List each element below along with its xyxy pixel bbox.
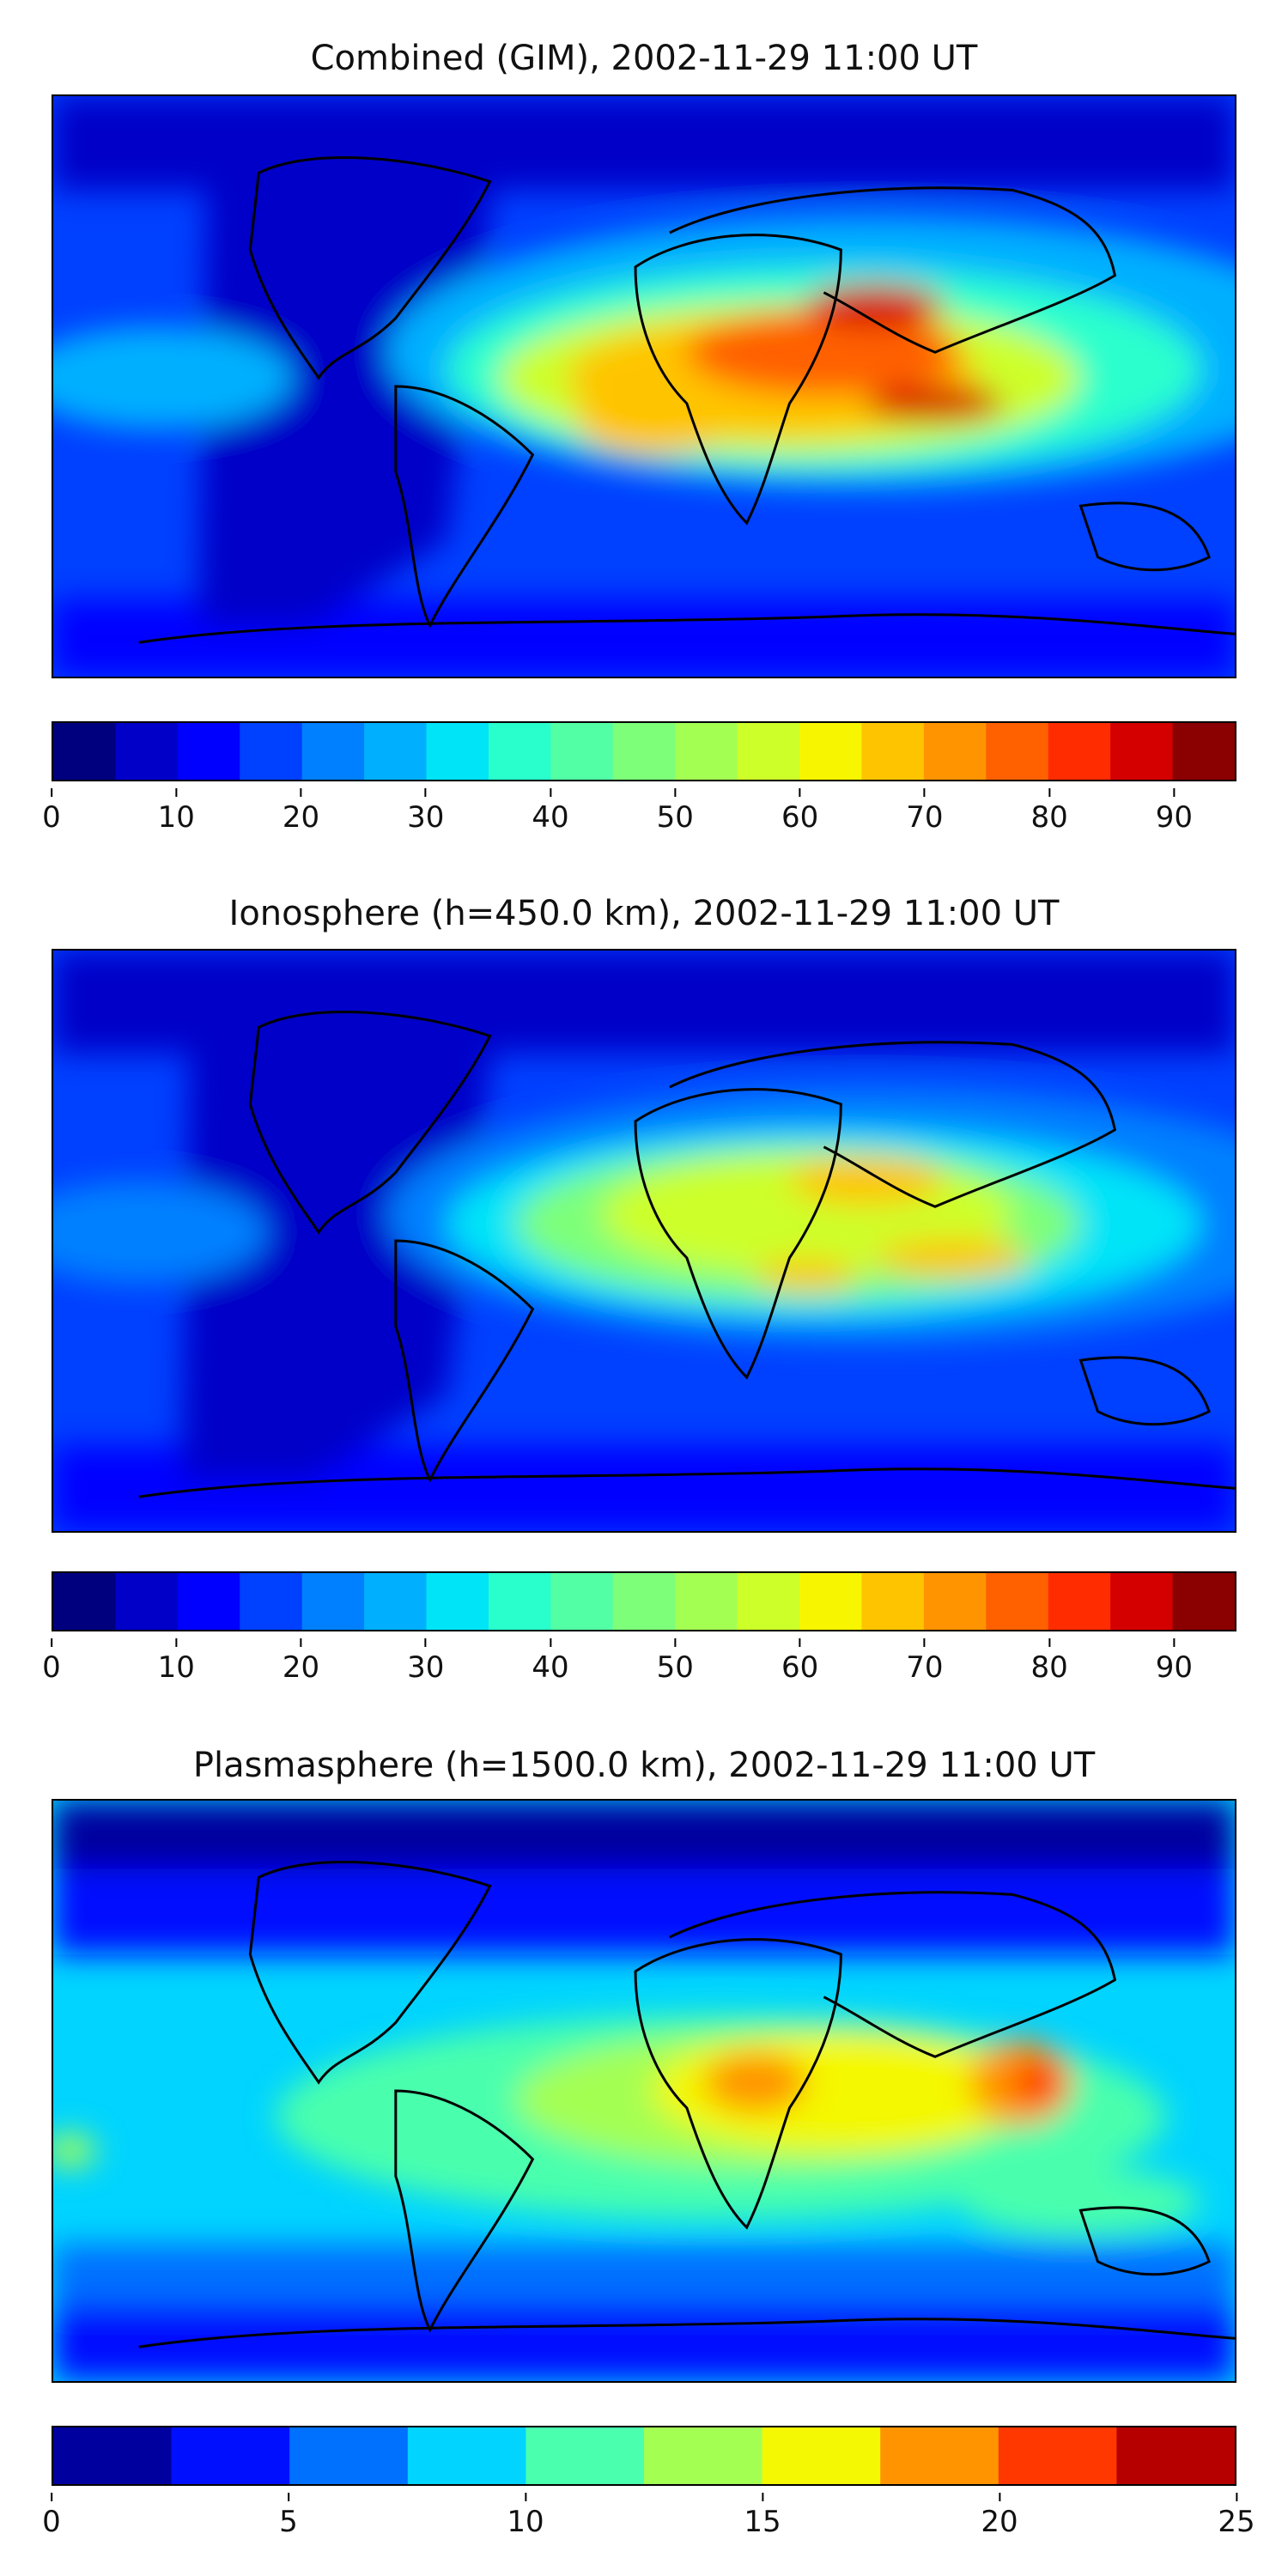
- colorbar-segment: [612, 1573, 676, 1630]
- colorbar-segment: [880, 2427, 999, 2484]
- tec-map: [53, 96, 1235, 677]
- colorbar-segment: [53, 723, 116, 780]
- colorbar-tick-label: 20: [981, 2505, 1018, 2539]
- colorbar-tick-label: 20: [282, 1650, 320, 1685]
- colorbar-tick-label: 10: [157, 800, 195, 835]
- colorbar-segment: [550, 1573, 614, 1630]
- colorbar-segment: [115, 1573, 179, 1630]
- colorbar-tick-label: 10: [157, 1650, 195, 1685]
- colorbar-segment: [644, 2427, 763, 2484]
- colorbar-segment: [289, 2427, 409, 2484]
- colorbar-segment: [171, 2427, 290, 2484]
- colorbar-segment: [364, 723, 428, 780]
- colorbar-segment: [861, 723, 925, 780]
- colorbar-tick-label: 0: [42, 1650, 61, 1685]
- colorbar-segment: [986, 1573, 1049, 1630]
- colorbar-segment: [737, 1573, 800, 1630]
- colorbar-segment: [364, 1573, 428, 1630]
- colorbar-segment: [115, 723, 179, 780]
- colorbar-segment: [1172, 723, 1235, 780]
- colorbar-segment: [301, 1573, 365, 1630]
- colorbar-segment: [488, 1573, 551, 1630]
- colorbar-segment: [488, 723, 551, 780]
- colorbar-tick-label: 25: [1218, 2505, 1255, 2539]
- colorbar: [52, 1571, 1236, 1631]
- colorbar-segment: [177, 1573, 240, 1630]
- colorbar-segment: [426, 723, 489, 780]
- colorbar-tick-label: 50: [656, 1650, 694, 1685]
- colorbar-tick-label: 40: [532, 1650, 569, 1685]
- colorbar-tick-label: 30: [407, 1650, 445, 1685]
- tec-map: [53, 1801, 1235, 2381]
- panel-title: Plasmasphere (h=1500.0 km), 2002-11-29 1…: [192, 1746, 1096, 1785]
- colorbar-segment: [1116, 2427, 1235, 2484]
- colorbar-segment: [799, 1573, 862, 1630]
- colorbar-segment: [1110, 1573, 1174, 1630]
- colorbar-tick-label: 90: [1155, 1650, 1193, 1685]
- colorbar-segment: [1110, 723, 1174, 780]
- colorbar-segment: [612, 723, 676, 780]
- colorbar-tick-label: 70: [906, 1650, 944, 1685]
- colorbar-ticks: 0 10 20 30 40 50 60 70 80 90: [42, 1650, 1236, 1685]
- colorbar-segment: [177, 723, 240, 780]
- colorbar-tick-label: 80: [1030, 800, 1068, 835]
- colorbar-segment: [675, 723, 738, 780]
- colorbar-gradient: [53, 1573, 1235, 1630]
- colorbar-tick-label: 60: [781, 800, 819, 835]
- colorbar: [52, 721, 1236, 781]
- colorbar-segment: [923, 1573, 987, 1630]
- colorbar-tick-label: 40: [532, 800, 569, 835]
- coastlines: [138, 155, 1235, 644]
- coastlines: [138, 1860, 1235, 2348]
- colorbar-tick-label: 60: [781, 1650, 819, 1685]
- colorbar-ticks: 0 10 20 30 40 50 60 70 80 90: [42, 800, 1236, 835]
- map-ionosphere: [52, 949, 1236, 1533]
- panel-title: Ionosphere (h=450.0 km), 2002-11-29 11:0…: [228, 894, 1060, 933]
- colorbar-segment: [675, 1573, 738, 1630]
- panel-title: Combined (GIM), 2002-11-29 11:00 UT: [310, 39, 978, 78]
- colorbar-tick-label: 0: [42, 800, 61, 835]
- colorbar-segment: [526, 2427, 645, 2484]
- colorbar-tick-label: 20: [282, 800, 320, 835]
- colorbar-tick-label: 80: [1030, 1650, 1068, 1685]
- colorbar-segment: [762, 2427, 881, 2484]
- colorbar: [52, 2426, 1236, 2486]
- colorbar-segment: [861, 1573, 925, 1630]
- colorbar-segment: [550, 723, 614, 780]
- colorbar-segment: [923, 723, 987, 780]
- colorbar-segment: [53, 2427, 173, 2484]
- colorbar-segment: [1172, 1573, 1235, 1630]
- colorbar-segment: [799, 723, 862, 780]
- map-plasmasphere: [52, 1799, 1236, 2383]
- colorbar-segment: [240, 723, 303, 780]
- map-combined: [52, 94, 1236, 678]
- colorbar-segment: [53, 1573, 116, 1630]
- colorbar-tick-label: 70: [906, 800, 944, 835]
- colorbar-segment: [240, 1573, 303, 1630]
- colorbar-segment: [998, 2427, 1117, 2484]
- colorbar-segment: [1048, 723, 1111, 780]
- colorbar-tick-label: 30: [407, 800, 445, 835]
- colorbar-segment: [986, 723, 1049, 780]
- colorbar-segment: [426, 1573, 489, 1630]
- colorbar-gradient: [53, 723, 1235, 780]
- colorbar-tick-label: 90: [1155, 800, 1193, 835]
- colorbar-segment: [301, 723, 365, 780]
- colorbar-gradient: [53, 2427, 1235, 2484]
- colorbar-tick-label: 50: [656, 800, 694, 835]
- coastlines: [138, 1010, 1235, 1498]
- colorbar-segment: [407, 2427, 526, 2484]
- colorbar-ticks: 0 5 10 15 20 25: [42, 2505, 1255, 2539]
- colorbar-tick-label: 0: [42, 2505, 61, 2539]
- tec-map: [53, 951, 1235, 1531]
- colorbar-tick-label: 5: [279, 2505, 298, 2539]
- colorbar-segment: [737, 723, 800, 780]
- colorbar-tick-label: 15: [744, 2505, 781, 2539]
- colorbar-tick-label: 10: [507, 2505, 544, 2539]
- colorbar-segment: [1048, 1573, 1111, 1630]
